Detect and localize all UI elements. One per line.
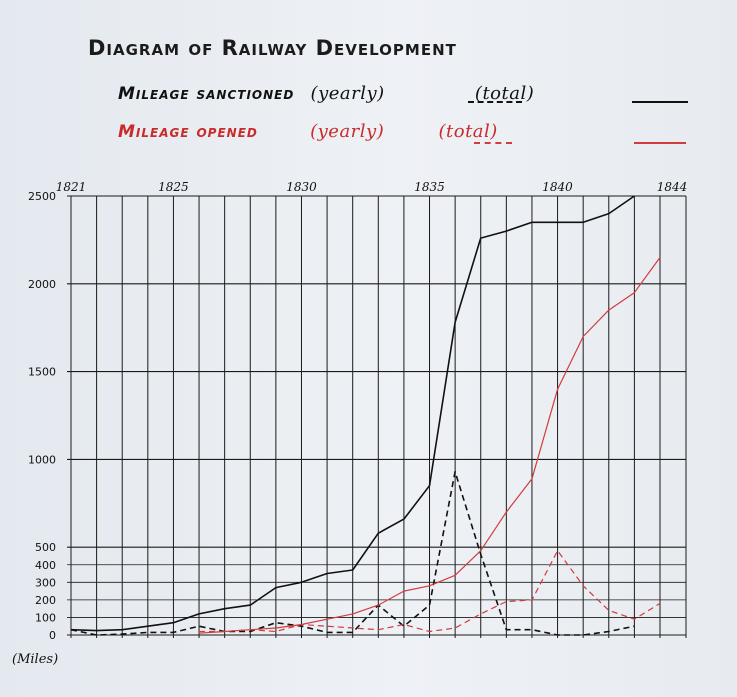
series-lines: [70, 195, 661, 636]
legend-opened: Mileage opened (yearly) (total): [118, 121, 498, 142]
y-tick-label: 400: [35, 559, 56, 572]
legend-sanctioned-yearly-text: (yearly): [310, 83, 385, 104]
x-tick-label: 1840: [542, 180, 573, 194]
legend-sanctioned-yearly-swatch: [468, 101, 522, 103]
legend-opened-yearly-swatch: [474, 142, 512, 144]
chart-title: Diagram of Railway Development: [88, 36, 457, 60]
legend-opened-yearly-text: (yearly): [310, 121, 385, 142]
y-tick-label: 500: [35, 541, 56, 554]
x-tick-label: 1835: [414, 180, 445, 194]
y-tick-label: 0: [49, 629, 56, 642]
x-tick-label: 1844: [657, 180, 688, 194]
series-line-sanctioned_total: [70, 195, 635, 632]
series-line-opened_total: [198, 257, 661, 634]
legend-sanctioned-label: Mileage sanctioned: [118, 84, 295, 104]
series-line-opened_yearly: [199, 550, 661, 633]
legend-sanctioned: Mileage sanctioned (yearly) (total): [118, 83, 534, 104]
legend-sanctioned-total-swatch: [632, 101, 688, 103]
x-tick-labels: 1821 1825 1830 1835 1840 1844: [56, 180, 688, 194]
x-tick-label: 1830: [286, 180, 317, 194]
x-tick-label: 1821: [56, 180, 87, 194]
y-tick-label: 200: [35, 594, 56, 607]
y-tick-labels: 0 100 200 300 400 500 1000 1500 2000 2500: [28, 190, 56, 642]
legend-opened-label: Mileage opened: [118, 122, 258, 142]
y-tick-label: 1000: [28, 453, 56, 466]
y-tick-label: 300: [35, 576, 56, 589]
y-tick-label: 1500: [28, 366, 56, 379]
legend-opened-total-text: (total): [438, 121, 498, 142]
y-tick-label: 2000: [28, 278, 56, 291]
y-axis-units: (Miles): [12, 652, 59, 667]
y-tick-label: 2500: [28, 190, 56, 203]
legend-opened-total-swatch: [634, 142, 686, 144]
x-tick-label: 1825: [158, 180, 189, 194]
y-tick-label: 100: [35, 611, 56, 624]
series-line-sanctioned_yearly: [70, 470, 635, 636]
legend-sanctioned-total-text: (total): [474, 83, 535, 104]
grid: [67, 195, 687, 638]
